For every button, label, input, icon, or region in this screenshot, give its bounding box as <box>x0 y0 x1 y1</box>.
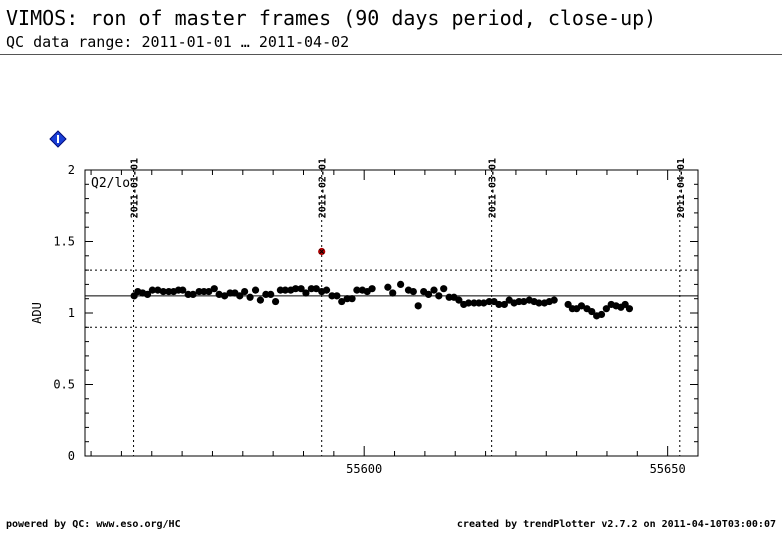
data-point <box>550 296 558 304</box>
plot-area: 2011-01-01 2011-02-01 2011-03-01 2011-04-01… <box>49 130 699 476</box>
data-point <box>297 285 305 293</box>
data-point <box>220 292 229 300</box>
date-marker-label: 2011-04-01 <box>676 158 687 218</box>
data-point <box>414 302 422 310</box>
data-point <box>338 297 346 306</box>
data-point <box>271 297 280 306</box>
page-title: VIMOS: ron of master frames (90 days per… <box>6 6 657 30</box>
data-point <box>179 286 187 294</box>
data-point <box>368 285 376 293</box>
data-point <box>353 286 361 294</box>
data-point <box>588 307 596 316</box>
data-point <box>267 290 275 299</box>
data-point <box>215 290 223 299</box>
header-divider <box>0 54 782 55</box>
data-point <box>464 299 473 307</box>
data-point <box>389 289 397 297</box>
outlier-marker <box>319 248 325 255</box>
data-point <box>236 292 244 300</box>
footer-generator: created by trendPlotter v2.7.2 on 2011-0… <box>456 519 776 530</box>
data-point <box>409 287 417 296</box>
data-point <box>500 300 508 309</box>
y-tick-label: 1.5 <box>53 235 75 249</box>
y-tick-label: 2 <box>68 163 75 177</box>
x-tick-label: 55600 <box>346 462 382 476</box>
data-point <box>189 290 197 299</box>
y-axis-label: ADU <box>30 302 44 324</box>
data-point <box>154 286 162 294</box>
data-point <box>577 302 586 310</box>
data-point <box>455 296 463 304</box>
data-point <box>520 297 528 306</box>
page-subtitle: QC data range: 2011-01-01 … 2011-04-02 <box>6 33 350 51</box>
data-point <box>424 290 433 299</box>
data-point <box>256 296 265 304</box>
data-point <box>281 286 289 294</box>
data-point <box>251 286 260 294</box>
x-tick-label: 55650 <box>650 462 686 476</box>
data-point <box>602 305 610 313</box>
y-tick-label: 0.5 <box>53 378 75 392</box>
data-point <box>292 285 300 293</box>
data-point <box>159 287 167 296</box>
data-point <box>143 290 152 299</box>
info-icon-mark <box>57 135 59 143</box>
panel-label: Q2/lo <box>91 176 130 191</box>
data-point <box>312 285 320 293</box>
data-point <box>430 286 438 294</box>
data-point <box>625 305 634 313</box>
data-point <box>205 287 213 296</box>
data-point <box>397 280 405 288</box>
data-point <box>302 289 310 297</box>
date-marker-label: 2011-03-01 <box>488 158 499 218</box>
data-point <box>246 293 254 301</box>
data-point <box>435 292 443 300</box>
data-point <box>480 299 488 307</box>
plot-frame <box>84 169 699 457</box>
data-point <box>348 295 356 303</box>
data-point <box>333 292 341 300</box>
date-marker-label: 2011-02-01 <box>318 158 329 218</box>
date-marker-label: 2011-01-01 <box>130 158 141 218</box>
data-point <box>535 299 543 307</box>
data-point <box>241 287 249 296</box>
data-point <box>597 310 606 319</box>
data-point <box>495 300 503 309</box>
data-point <box>384 283 392 291</box>
y-tick-label: 1 <box>68 306 75 320</box>
data-point <box>440 285 448 293</box>
footer-credit: powered by QC: www.eso.org/HC <box>6 519 181 530</box>
data-point <box>148 286 156 294</box>
data-point <box>210 285 218 293</box>
y-tick-label: 0 <box>68 449 75 463</box>
data-point <box>322 286 331 294</box>
